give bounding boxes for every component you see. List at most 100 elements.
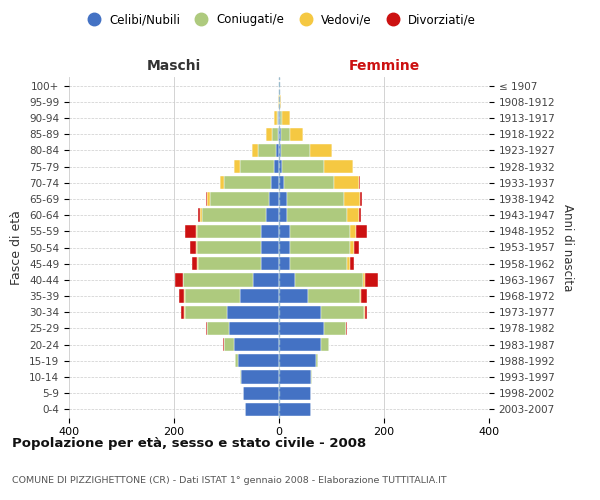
Bar [279, 160, 282, 173]
Text: Maschi: Maschi [147, 58, 201, 72]
Bar [280, 95, 281, 108]
Bar [260, 224, 279, 238]
Bar [179, 290, 184, 302]
Bar [279, 403, 311, 416]
Bar [266, 208, 279, 222]
Bar [295, 273, 363, 286]
Bar [239, 160, 274, 173]
Bar [202, 208, 266, 222]
Bar [260, 241, 279, 254]
Bar [282, 112, 290, 124]
Bar [181, 306, 184, 319]
Bar [361, 192, 362, 205]
Text: Popolazione per età, sesso e stato civile - 2008: Popolazione per età, sesso e stato civil… [12, 437, 366, 450]
Bar [258, 144, 277, 157]
Legend: Celibi/Nubili, Coniugati/e, Vedovi/e, Divorziati/e: Celibi/Nubili, Coniugati/e, Vedovi/e, Di… [77, 8, 481, 31]
Bar [316, 354, 319, 368]
Bar [245, 403, 279, 416]
Bar [346, 322, 347, 335]
Bar [347, 208, 359, 222]
Bar [361, 290, 367, 302]
Bar [252, 144, 258, 157]
Bar [193, 257, 197, 270]
Bar [244, 386, 279, 400]
Bar [279, 338, 321, 351]
Bar [279, 306, 321, 319]
Text: COMUNE DI PIZZIGHETTONE (CR) - Dati ISTAT 1° gennaio 2008 - Elaborazione TUTTITA: COMUNE DI PIZZIGHETTONE (CR) - Dati ISTA… [12, 476, 446, 485]
Bar [279, 128, 281, 141]
Bar [279, 322, 323, 335]
Bar [290, 241, 350, 254]
Bar [308, 290, 361, 302]
Bar [279, 386, 311, 400]
Bar [207, 192, 210, 205]
Bar [185, 224, 196, 238]
Bar [274, 112, 277, 124]
Bar [279, 192, 287, 205]
Bar [266, 128, 272, 141]
Bar [363, 273, 365, 286]
Bar [196, 241, 197, 254]
Bar [359, 176, 361, 190]
Y-axis label: Anni di nascita: Anni di nascita [560, 204, 574, 291]
Bar [229, 322, 279, 335]
Bar [290, 224, 350, 238]
Bar [200, 208, 202, 222]
Bar [344, 192, 361, 205]
Text: Femmine: Femmine [349, 58, 419, 72]
Bar [185, 306, 227, 319]
Bar [185, 290, 239, 302]
Bar [224, 338, 235, 351]
Bar [235, 354, 238, 368]
Bar [240, 370, 241, 384]
Bar [356, 224, 367, 238]
Bar [253, 273, 279, 286]
Bar [197, 257, 260, 270]
Bar [207, 322, 229, 335]
Bar [350, 224, 356, 238]
Bar [281, 144, 310, 157]
Bar [277, 112, 278, 124]
Bar [238, 354, 279, 368]
Bar [279, 208, 287, 222]
Bar [281, 128, 290, 141]
Bar [205, 322, 206, 335]
Bar [220, 176, 224, 190]
Bar [359, 208, 361, 222]
Bar [197, 208, 200, 222]
Bar [224, 176, 271, 190]
Bar [279, 176, 284, 190]
Bar [279, 224, 290, 238]
Bar [350, 257, 354, 270]
Bar [279, 144, 281, 157]
Bar [239, 290, 279, 302]
Bar [279, 273, 295, 286]
Bar [271, 176, 279, 190]
Bar [197, 224, 260, 238]
Bar [279, 354, 316, 368]
Bar [210, 192, 269, 205]
Bar [190, 241, 196, 254]
Bar [350, 241, 354, 254]
Bar [235, 160, 239, 173]
Bar [284, 176, 334, 190]
Bar [310, 144, 332, 157]
Bar [227, 306, 279, 319]
Bar [278, 128, 279, 141]
Bar [323, 322, 346, 335]
Bar [196, 224, 197, 238]
Bar [290, 128, 303, 141]
Bar [365, 306, 367, 319]
Bar [279, 257, 290, 270]
Bar [290, 257, 347, 270]
Bar [321, 306, 364, 319]
Bar [321, 338, 329, 351]
Bar [241, 370, 279, 384]
Bar [206, 192, 207, 205]
Bar [287, 208, 347, 222]
Bar [347, 257, 350, 270]
Bar [365, 273, 378, 286]
Bar [274, 160, 279, 173]
Bar [272, 128, 278, 141]
Bar [279, 241, 290, 254]
